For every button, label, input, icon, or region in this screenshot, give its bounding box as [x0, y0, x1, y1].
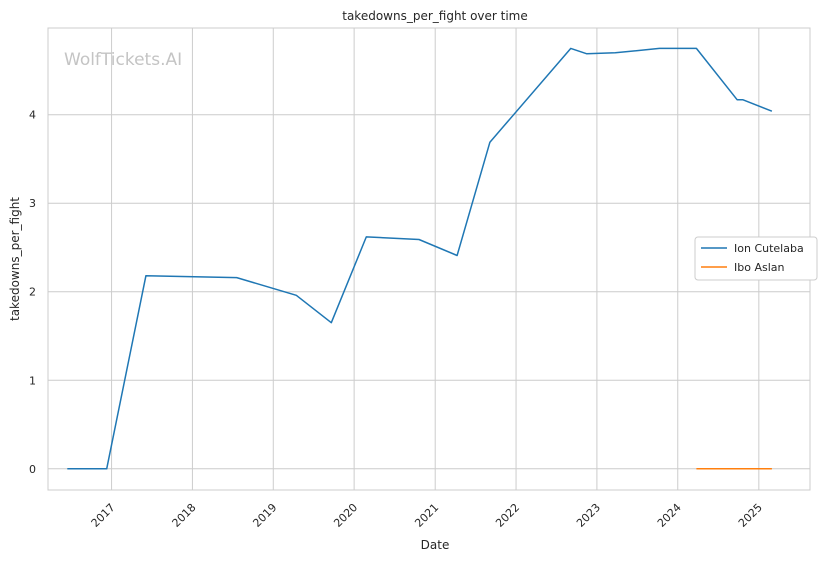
- series-layer: [67, 47, 773, 470]
- legend: Ion Cutelaba Ibo Aslan: [694, 236, 818, 281]
- x-axis-label: Date: [421, 538, 450, 552]
- legend-label-2: Ibo Aslan: [734, 261, 785, 274]
- watermark: WolfTickets.AI: [64, 50, 182, 70]
- grid-lines: [48, 28, 810, 490]
- chart-title: takedowns_per_fight over time: [342, 9, 528, 23]
- legend-label-1: Ion Cutelaba: [734, 242, 804, 255]
- y-tick-label: 1: [29, 374, 36, 387]
- y-tick-labels: 0 1 2 3 4: [29, 109, 36, 476]
- y-axis-label: takedowns_per_fight: [8, 197, 22, 321]
- y-tick-label: 4: [29, 109, 36, 122]
- y-tick-label: 2: [29, 286, 36, 299]
- y-tick-label: 0: [29, 463, 36, 476]
- series-line-1: [67, 47, 773, 470]
- y-tick-label: 3: [29, 197, 36, 210]
